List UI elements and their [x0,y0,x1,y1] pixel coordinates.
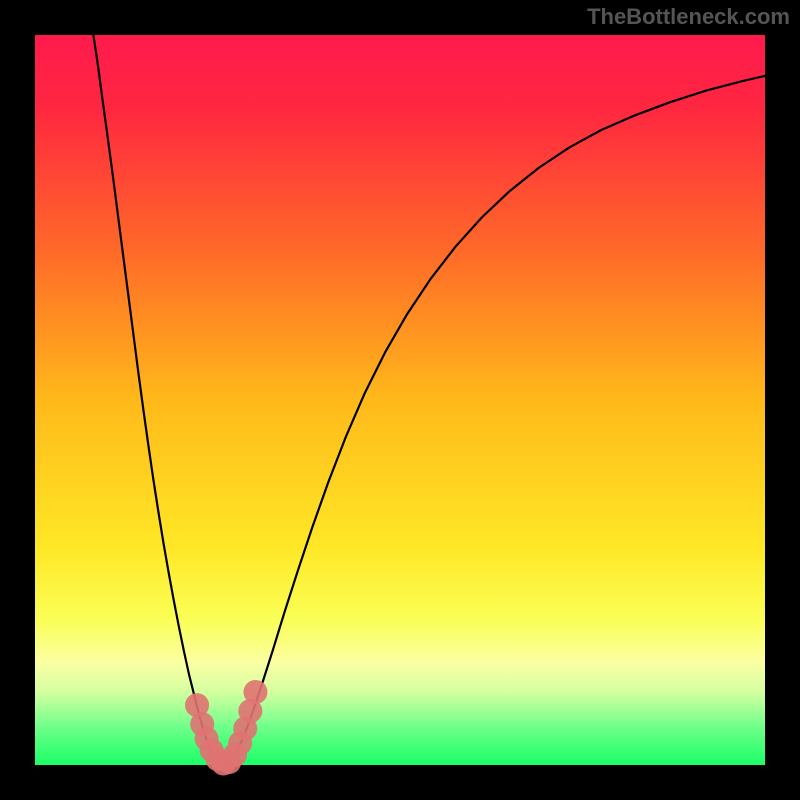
watermark-text: TheBottleneck.com [587,4,790,30]
bottleneck-chart [0,0,800,800]
chart-container: TheBottleneck.com [0,0,800,800]
